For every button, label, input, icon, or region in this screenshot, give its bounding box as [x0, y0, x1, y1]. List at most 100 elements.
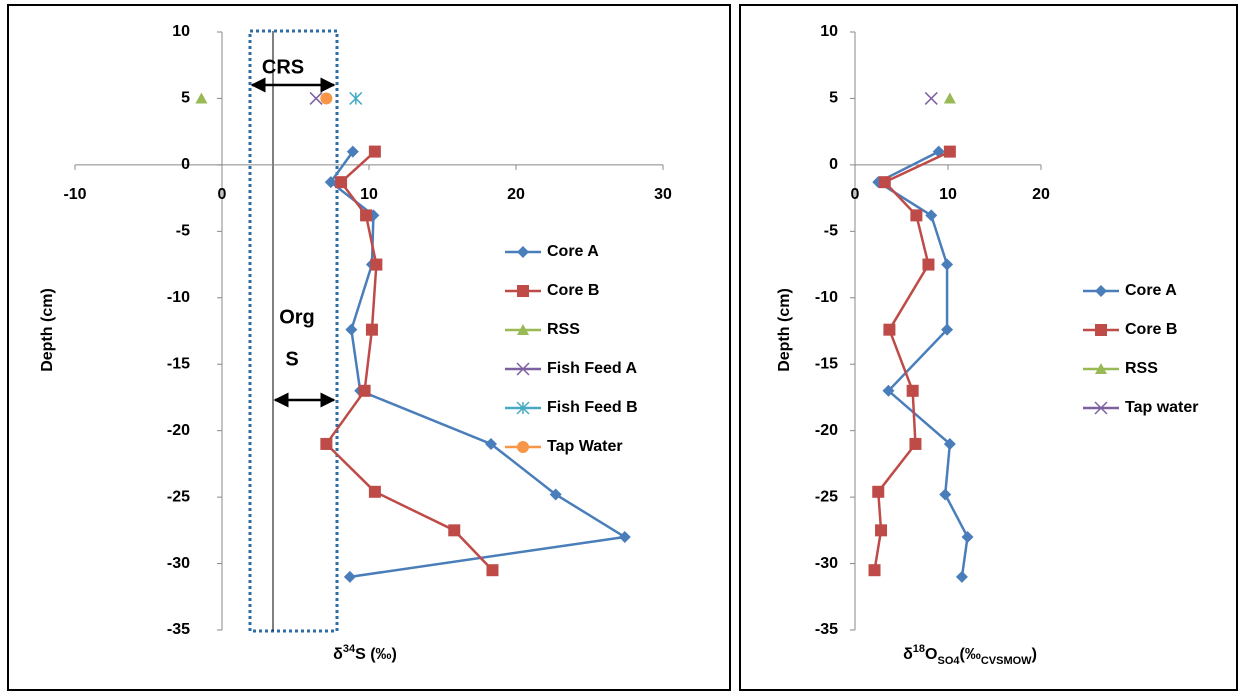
- series-line: [873, 150, 951, 571]
- y-tick-label: -5: [176, 223, 190, 240]
- marker: [349, 91, 363, 105]
- marker: [370, 258, 383, 271]
- legend-marker: [1095, 363, 1107, 374]
- y-tick-label: -15: [167, 355, 190, 372]
- marker: [910, 209, 923, 222]
- legend-label: RSS: [547, 321, 580, 338]
- y-tick-label: 0: [181, 156, 190, 173]
- marker: [924, 91, 938, 105]
- marker: [878, 176, 891, 189]
- marker: [195, 92, 208, 104]
- x-axis-label-part: δ: [903, 646, 913, 663]
- y-axis-label: Depth (cm): [39, 288, 56, 372]
- marker: [618, 530, 631, 543]
- x-axis-label-part: 18: [913, 643, 925, 655]
- marker: [345, 323, 358, 336]
- y-tick-label: 10: [820, 23, 838, 40]
- marker: [358, 384, 371, 397]
- x-tick-label: 10: [360, 186, 378, 203]
- marker: [448, 524, 461, 537]
- y-tick-label: 10: [172, 23, 190, 40]
- y-tick-label: -20: [815, 422, 838, 439]
- marker: [875, 524, 888, 537]
- marker: [324, 176, 337, 189]
- annotation: S: [285, 348, 298, 370]
- series-line: [324, 150, 494, 572]
- x-axis-label-part: SO4: [938, 655, 961, 667]
- legend-marker: [1095, 324, 1107, 336]
- legend-label: Tap water: [1125, 399, 1199, 416]
- y-tick-label: -30: [167, 555, 190, 572]
- y-tick-label: -30: [815, 555, 838, 572]
- x-axis-label-part: 34: [343, 643, 356, 655]
- legend-label: Core A: [547, 243, 599, 260]
- marker: [941, 258, 954, 271]
- x-tick-label: 10: [939, 186, 957, 203]
- annotation: CRS: [262, 56, 304, 78]
- legend-label: Core B: [1125, 321, 1177, 338]
- legend-label: Fish Feed A: [547, 360, 638, 377]
- y-tick-label: -20: [167, 422, 190, 439]
- legend-marker: [517, 246, 529, 258]
- y-tick-label: 5: [181, 90, 190, 107]
- x-tick-label: 0: [851, 186, 860, 203]
- x-tick-label: 30: [654, 186, 672, 203]
- legend-label: Core A: [1125, 282, 1177, 299]
- annotation: Org: [279, 306, 315, 328]
- marker: [346, 145, 359, 158]
- x-axis-label-part: S (‰): [355, 646, 397, 663]
- x-axis-label: δ34S (‰): [333, 643, 397, 663]
- marker: [883, 323, 896, 336]
- marker: [320, 92, 333, 105]
- marker: [486, 564, 499, 577]
- left-panel-frame: [7, 4, 731, 691]
- y-tick-label: -35: [167, 621, 190, 638]
- y-tick-label: -25: [167, 488, 190, 505]
- marker: [925, 209, 938, 222]
- marker: [922, 258, 935, 271]
- marker: [368, 485, 381, 498]
- legend-marker: [516, 362, 530, 376]
- marker: [872, 485, 885, 498]
- y-tick-label: -25: [815, 488, 838, 505]
- x-tick-label: 20: [1032, 186, 1050, 203]
- x-tick-label: 20: [507, 186, 525, 203]
- y-axis-label: Depth (cm): [776, 288, 793, 372]
- legend-label: Core B: [547, 282, 599, 299]
- legend-label: Tap Water: [547, 438, 623, 455]
- marker: [943, 145, 956, 158]
- x-axis-label-part: δ: [333, 646, 343, 663]
- marker: [365, 323, 378, 336]
- legend-marker: [517, 324, 529, 335]
- legend-marker: [517, 285, 529, 297]
- dashed-box: [248, 29, 339, 633]
- marker: [955, 570, 968, 583]
- y-tick-label: 5: [829, 90, 838, 107]
- marker: [309, 91, 323, 105]
- marker: [485, 437, 498, 450]
- marker: [961, 530, 974, 543]
- marker: [549, 488, 562, 501]
- marker: [320, 437, 333, 450]
- x-axis-label-part: (‰: [960, 646, 981, 663]
- x-axis-label: δ18OSO4(‰CVSMOW): [903, 643, 1037, 667]
- y-tick-label: -10: [815, 289, 838, 306]
- x-tick-label: 0: [218, 186, 227, 203]
- marker: [909, 437, 922, 450]
- marker: [343, 570, 356, 583]
- legend-marker: [516, 401, 530, 415]
- marker: [939, 488, 952, 501]
- marker: [943, 437, 956, 450]
- marker: [868, 564, 881, 577]
- marker: [941, 323, 954, 336]
- x-axis-label-part: O: [925, 646, 937, 663]
- marker: [335, 176, 348, 189]
- series-line: [875, 150, 969, 578]
- legend-marker: [1095, 285, 1107, 297]
- right-panel-frame: [739, 4, 1238, 691]
- marker: [368, 145, 381, 158]
- y-tick-label: -15: [815, 355, 838, 372]
- y-tick-label: -10: [167, 289, 190, 306]
- y-tick-label: 0: [829, 156, 838, 173]
